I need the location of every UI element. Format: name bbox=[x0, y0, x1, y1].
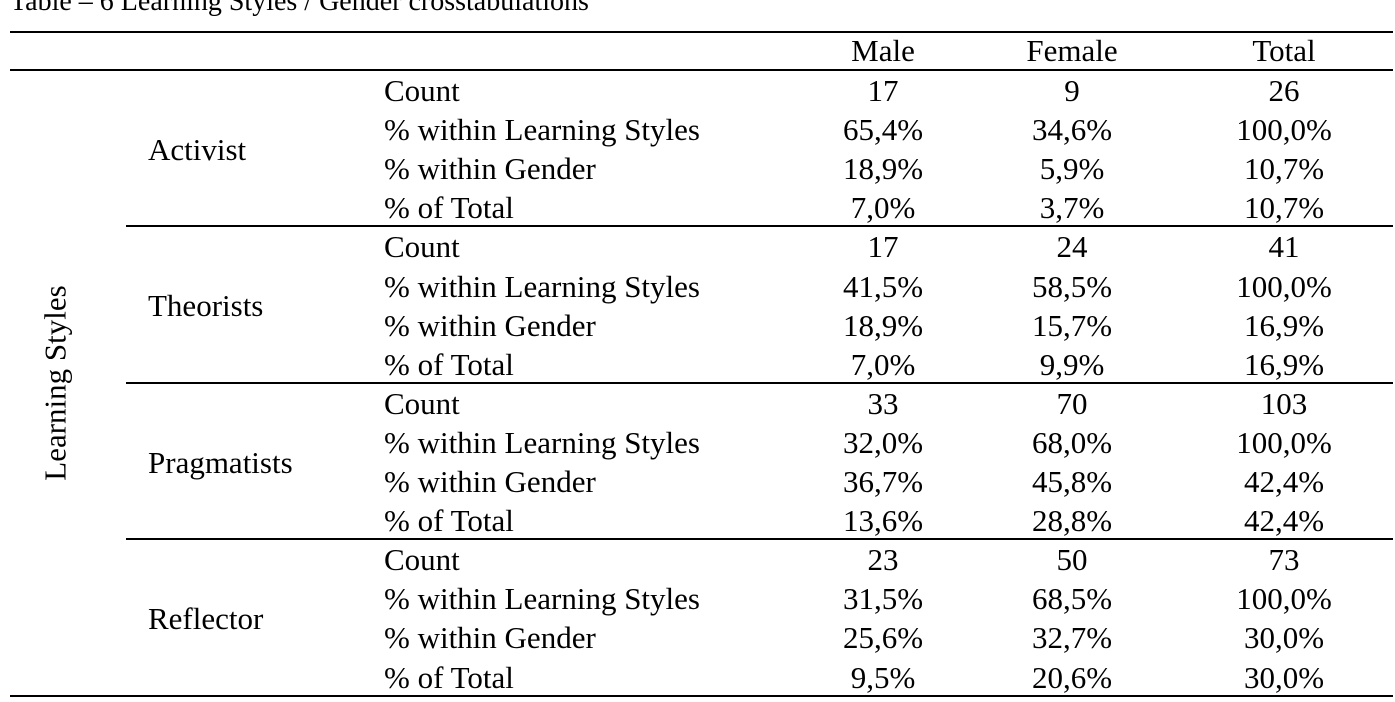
table-cell-female: 45,8% bbox=[1031, 464, 1113, 499]
row-label: Count bbox=[384, 386, 460, 421]
table-cell-female: 34,6% bbox=[1031, 112, 1113, 147]
table-cell-male: 7,0% bbox=[850, 190, 916, 225]
group-separator bbox=[126, 225, 1393, 227]
table-cell-total: 10,7% bbox=[1243, 190, 1325, 225]
table-cell-male: 33 bbox=[867, 386, 899, 421]
group-separator bbox=[126, 538, 1393, 540]
row-label: % within Learning Styles bbox=[384, 112, 700, 147]
table-cell-total: 30,0% bbox=[1243, 620, 1325, 655]
row-label: % of Total bbox=[384, 347, 514, 382]
table-cell-female: 70 bbox=[1056, 386, 1088, 421]
header-bottom-rule bbox=[10, 69, 1393, 71]
row-label: % within Gender bbox=[384, 308, 596, 343]
table-cell-male: 25,6% bbox=[842, 620, 924, 655]
row-label: % of Total bbox=[384, 190, 514, 225]
group-label: Pragmatists bbox=[148, 445, 293, 480]
table-cell-total: 26 bbox=[1268, 73, 1300, 108]
row-label: Count bbox=[384, 73, 460, 108]
table-cell-female: 68,0% bbox=[1031, 425, 1113, 460]
table-cell-total: 42,4% bbox=[1243, 503, 1325, 538]
table-cell-male: 9,5% bbox=[850, 660, 916, 695]
table-cell-female: 15,7% bbox=[1031, 308, 1113, 343]
table-cell-total: 100,0% bbox=[1236, 581, 1332, 616]
group-label: Theorists bbox=[148, 288, 264, 323]
table-cell-total: 16,9% bbox=[1243, 347, 1325, 382]
row-label: % of Total bbox=[384, 503, 514, 538]
row-label: Count bbox=[384, 229, 460, 264]
table-bottom-rule bbox=[10, 695, 1393, 697]
table-cell-female: 68,5% bbox=[1031, 581, 1113, 616]
table-cell-male: 7,0% bbox=[850, 347, 916, 382]
row-label: % within Gender bbox=[384, 151, 596, 186]
table-cell-female: 3,7% bbox=[1039, 190, 1105, 225]
row-label: % within Gender bbox=[384, 464, 596, 499]
table-cell-total: 100,0% bbox=[1236, 269, 1332, 304]
column-header-total: Total bbox=[1252, 33, 1316, 68]
table-cell-male: 41,5% bbox=[842, 269, 924, 304]
table-cell-total: 73 bbox=[1268, 542, 1300, 577]
table-cell-male: 18,9% bbox=[842, 308, 924, 343]
table-cell-total: 10,7% bbox=[1243, 151, 1325, 186]
table-cell-total: 100,0% bbox=[1236, 425, 1332, 460]
table-cell-female: 32,7% bbox=[1031, 620, 1113, 655]
table-cell-total: 41 bbox=[1268, 229, 1300, 264]
table-cell-male: 13,6% bbox=[842, 503, 924, 538]
row-label: Count bbox=[384, 542, 460, 577]
group-label: Activist bbox=[148, 132, 247, 167]
table-cell-total: 16,9% bbox=[1243, 308, 1325, 343]
row-dimension-label: Learning Styles bbox=[37, 285, 73, 481]
table-cell-male: 17 bbox=[867, 73, 899, 108]
row-label: % within Gender bbox=[384, 620, 596, 655]
table-cell-total: 100,0% bbox=[1236, 112, 1332, 147]
table-cell-female: 9,9% bbox=[1039, 347, 1105, 382]
row-label: % of Total bbox=[384, 660, 514, 695]
row-label: % within Learning Styles bbox=[384, 425, 700, 460]
row-label: % within Learning Styles bbox=[384, 269, 700, 304]
table-cell-male: 23 bbox=[867, 542, 899, 577]
table-cell-female: 9 bbox=[1064, 73, 1080, 108]
table-cell-female: 58,5% bbox=[1031, 269, 1113, 304]
table-cell-female: 50 bbox=[1056, 542, 1088, 577]
table-cell-male: 31,5% bbox=[842, 581, 924, 616]
table-cell-female: 24 bbox=[1056, 229, 1088, 264]
table-caption: Table – 6 Learning Styles / Gender cross… bbox=[10, 0, 589, 17]
table-cell-male: 36,7% bbox=[842, 464, 924, 499]
table-cell-total: 103 bbox=[1260, 386, 1308, 421]
table-cell-male: 32,0% bbox=[842, 425, 924, 460]
table-cell-female: 28,8% bbox=[1031, 503, 1113, 538]
table-top-rule bbox=[10, 31, 1393, 33]
table-cell-female: 5,9% bbox=[1039, 151, 1105, 186]
group-label: Reflector bbox=[148, 601, 264, 636]
column-header-female: Female bbox=[1026, 33, 1118, 68]
table-cell-male: 65,4% bbox=[842, 112, 924, 147]
table-cell-male: 17 bbox=[867, 229, 899, 264]
table-cell-total: 30,0% bbox=[1243, 660, 1325, 695]
group-separator bbox=[126, 382, 1393, 384]
column-header-male: Male bbox=[851, 33, 915, 68]
table-cell-total: 42,4% bbox=[1243, 464, 1325, 499]
row-label: % within Learning Styles bbox=[384, 581, 700, 616]
table-cell-female: 20,6% bbox=[1031, 660, 1113, 695]
table-cell-male: 18,9% bbox=[842, 151, 924, 186]
